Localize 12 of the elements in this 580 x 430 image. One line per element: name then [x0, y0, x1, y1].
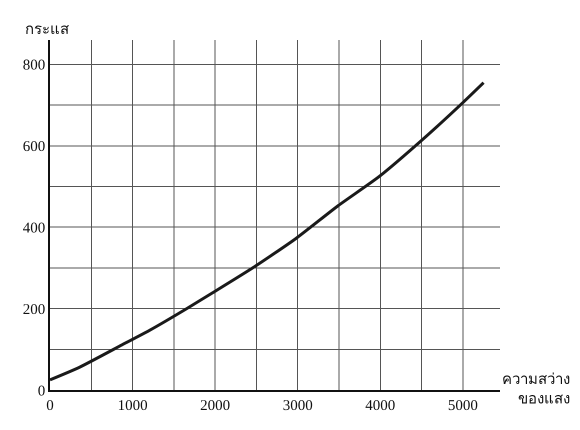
y-tick-label: 200 [22, 302, 46, 318]
x-axis-title: ความสว่าง ของแสง [502, 372, 570, 408]
y-axis-title: กระแส [25, 22, 69, 38]
x-tick-label: 5000 [448, 398, 478, 414]
y-tick-label: 400 [22, 220, 46, 236]
x-tick-label: 4000 [365, 398, 396, 414]
x-tick-label: 1000 [118, 398, 148, 414]
y-tick-label: 0 [38, 383, 46, 400]
y-tick-label: 800 [22, 58, 46, 74]
x-tick-label: 2000 [200, 398, 230, 414]
y-tick-label: 600 [22, 139, 46, 156]
x-tick-label: 3000 [282, 398, 313, 414]
